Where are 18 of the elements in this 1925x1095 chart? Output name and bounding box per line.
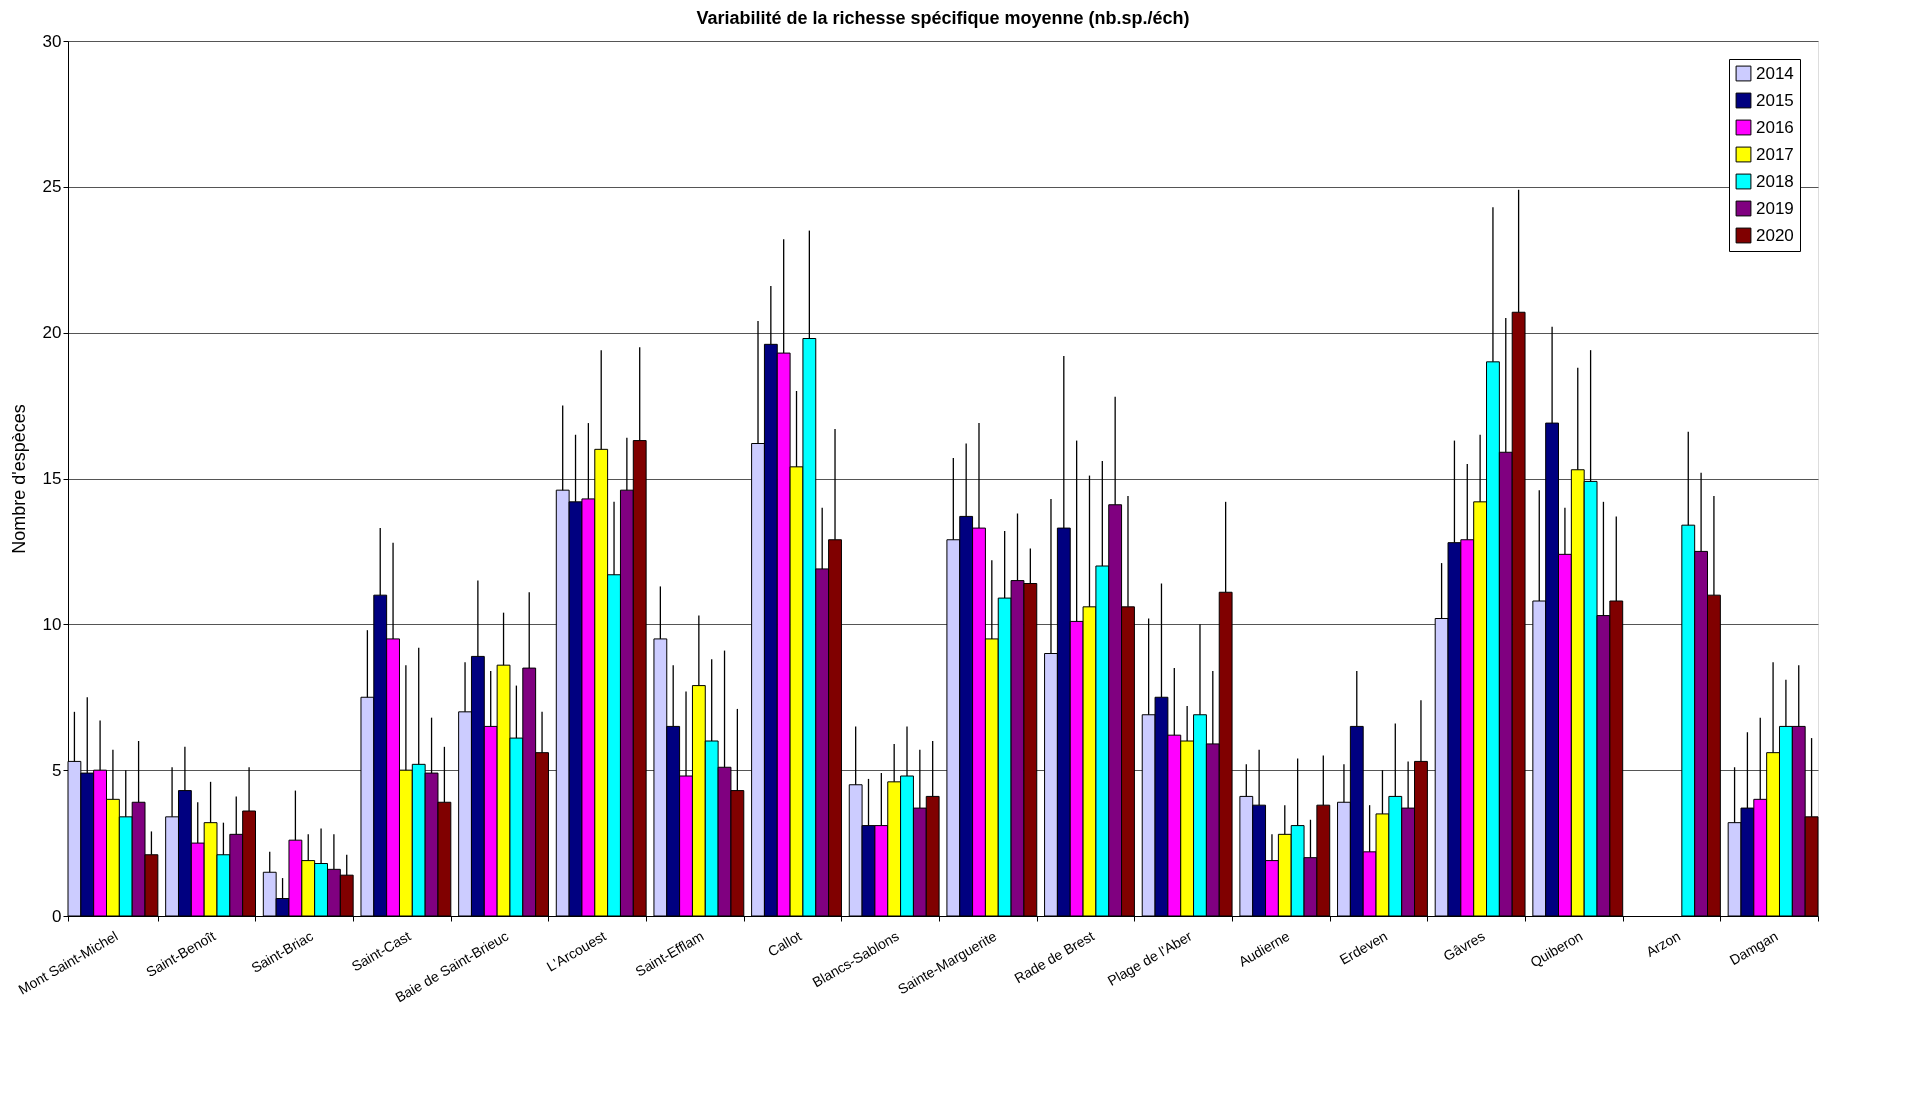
y-tick-label: 15 xyxy=(42,469,62,488)
y-tick-label: 0 xyxy=(52,906,62,926)
chart-title: Variabilité de la richesse spécifique moyenne (nb.sp./éch) xyxy=(696,8,1190,28)
legend-label: 2014 xyxy=(1756,63,1794,83)
legend-label: 2018 xyxy=(1756,171,1794,191)
legend-label: 2019 xyxy=(1756,198,1794,218)
y-tick-label: 25 xyxy=(42,177,62,197)
y-axis-title: Nombre d'espèces xyxy=(8,404,29,554)
y-tick-label: 30 xyxy=(42,31,62,51)
legend-label: 2020 xyxy=(1756,225,1794,245)
legend-label: 2017 xyxy=(1756,144,1794,164)
x-tick-label: Plage de l'Aber xyxy=(1104,927,1195,989)
y-tick-label: 5 xyxy=(52,760,62,780)
legend-label: 2015 xyxy=(1756,90,1794,110)
legend-label: 2016 xyxy=(1756,117,1794,137)
y-tick-label: 10 xyxy=(42,614,62,634)
x-tick-label: Rade de Brest xyxy=(1011,927,1098,987)
y-tick-label: 20 xyxy=(42,323,62,343)
